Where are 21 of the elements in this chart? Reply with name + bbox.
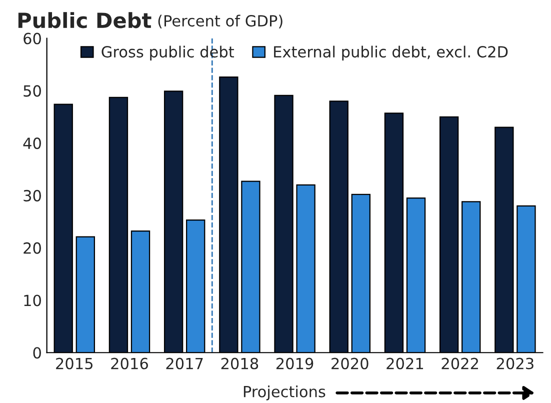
chart-title: Public Debt <box>18 12 152 28</box>
x-tick-label: 2019 <box>276 358 314 370</box>
y-tick-label: 40 <box>23 138 41 150</box>
x-tick-label: 2023 <box>496 358 534 370</box>
y-tick-label: 10 <box>24 294 41 306</box>
x-tick-label: 2017 <box>166 358 203 370</box>
legend-label: Gross public debt <box>102 46 234 61</box>
y-tick-label: 0 <box>33 347 41 359</box>
x-tick-label: 2022 <box>442 358 478 370</box>
legend-label: External public debt, excl. C2D <box>274 46 508 61</box>
x-tick-label: 2016 <box>111 358 148 370</box>
chart-subtitle: (Percent of GDP) <box>158 14 282 28</box>
y-tick-label: 20 <box>24 242 41 254</box>
text: Projections <box>244 386 326 400</box>
x-tick-label: 2021 <box>386 358 424 370</box>
x-tick-label: 2015 <box>56 358 92 370</box>
x-tick-label: 2020 <box>332 358 368 370</box>
x-tick-label: 2018 <box>221 358 258 370</box>
y-tick-label: 60 <box>24 32 41 44</box>
y-tick-label: 50 <box>24 85 41 97</box>
y-tick-label: 30 <box>24 190 41 202</box>
